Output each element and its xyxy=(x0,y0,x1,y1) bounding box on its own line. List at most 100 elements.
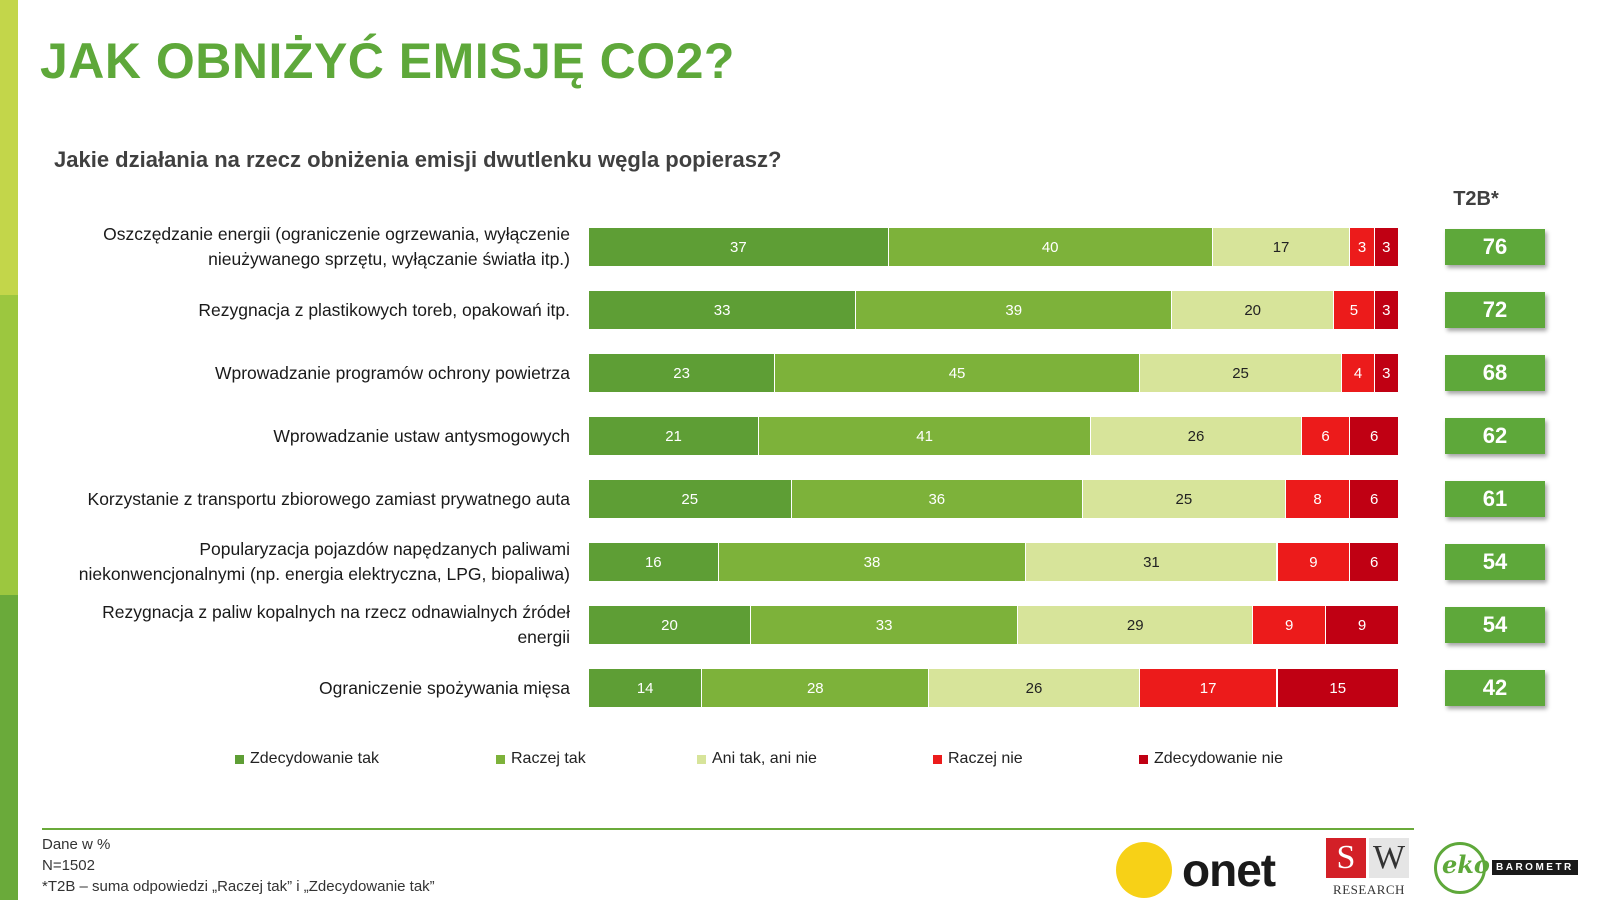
category-label: Wprowadzanie ustaw antysmogowych xyxy=(40,424,570,449)
bar-row: 14 28 26 17 15 xyxy=(589,669,1399,707)
data-label: 33 xyxy=(875,616,893,634)
data-label: 33 xyxy=(713,301,731,319)
category-label-line: Oszczędzanie energii (ograniczenie ogrze… xyxy=(103,224,570,244)
chart-legend: Zdecydowanie tak Raczej tak Ani tak, ani n… xyxy=(0,750,1600,772)
bar-segment: 41 xyxy=(759,417,1092,455)
t2b-value: 54 xyxy=(1445,607,1545,643)
bar-segment: 16 xyxy=(589,543,719,581)
category-label-line: energii xyxy=(517,627,570,647)
legend-label: Zdecydowanie nie xyxy=(1154,750,1283,767)
bar-segment: 39 xyxy=(856,291,1173,329)
category-label-line: Rezygnacja z plastikowych toreb, opakowa… xyxy=(198,299,570,320)
bar-segment: 17 xyxy=(1212,228,1351,266)
data-label: 16 xyxy=(644,553,662,571)
data-label: 39 xyxy=(1005,301,1023,319)
category-label: Rezygnacja z paliw kopalnych na rzecz od… xyxy=(40,600,570,650)
side-stripe xyxy=(0,0,18,900)
category-label-line: Korzystanie z transportu zbiorowego zami… xyxy=(87,488,570,509)
onet-dot-icon xyxy=(1116,842,1172,898)
data-label: 25 xyxy=(1232,364,1249,382)
legend-swatch xyxy=(1139,754,1148,764)
legend-item: Zdecydowanie tak xyxy=(235,750,379,768)
data-label: 4 xyxy=(1353,364,1363,382)
data-label: 6 xyxy=(1370,490,1379,508)
data-label: 26 xyxy=(1025,679,1043,697)
bar-segment: 6 xyxy=(1350,417,1399,455)
bar-segment: 3 xyxy=(1374,228,1399,266)
bar-segment: 23 xyxy=(589,354,776,392)
t2b-header: T2B* xyxy=(1453,188,1499,210)
category-label-line: Ograniczenie spożywania mięsa xyxy=(319,677,570,698)
data-label: 9 xyxy=(1284,616,1294,634)
barometr-wordmark: BAROMETR xyxy=(1492,860,1578,875)
onet-logo: onet xyxy=(1116,842,1276,898)
data-label: 40 xyxy=(1041,238,1059,256)
data-label: 8 xyxy=(1313,490,1322,508)
category-label-line: Popularyzacja pojazdów napędzanych paliw… xyxy=(199,539,570,559)
bar-segment: 14 xyxy=(589,669,703,707)
ekobarometr-logo: eko BAROMETR xyxy=(1434,840,1594,896)
bar-segment: 26 xyxy=(929,669,1140,707)
t2b-definition-note: *T2B – suma odpowiedzi „Raczej tak” i „Z… xyxy=(42,878,435,895)
side-stripe-bottom xyxy=(0,595,18,900)
bar-segment: 26 xyxy=(1091,417,1302,455)
sample-size-note: N=1502 xyxy=(42,857,95,874)
data-label: 9 xyxy=(1357,616,1367,634)
data-label: 26 xyxy=(1187,427,1205,445)
data-label: 3 xyxy=(1357,238,1367,256)
t2b-value: 61 xyxy=(1445,481,1545,517)
category-label-line: Wprowadzanie programów ochrony powietrza xyxy=(214,362,570,383)
bar-segment: 25 xyxy=(1139,354,1343,392)
legend-label: Raczej nie xyxy=(948,750,1023,767)
page-title: JAK OBNIŻYĆ EMISJĘ CO2? xyxy=(40,33,735,89)
bar-segment: 20 xyxy=(589,606,751,644)
data-label: 15 xyxy=(1329,679,1347,697)
t2b-value: 72 xyxy=(1445,292,1545,328)
bar-segment: 3 xyxy=(1374,354,1399,392)
bar-segment: 9 xyxy=(1326,606,1399,644)
category-label: Wprowadzanie programów ochrony powietrza xyxy=(40,361,570,386)
bar-segment: 33 xyxy=(751,606,1019,644)
data-label: 23 xyxy=(673,364,690,382)
data-label: 37 xyxy=(730,238,747,256)
data-label: 36 xyxy=(928,490,946,508)
bar-row: 20 33 29 9 9 xyxy=(589,606,1399,644)
category-label-line: niekonwencjonalnymi (np. energia elektry… xyxy=(78,564,570,584)
legend-item: Raczej tak xyxy=(496,750,586,768)
category-label: Ograniczenie spożywania mięsa xyxy=(40,676,570,701)
bar-segment: 25 xyxy=(1083,480,1286,518)
bar-row: 21 41 26 6 6 xyxy=(589,417,1399,455)
sw-research-logo: S W RESEARCH xyxy=(1326,838,1412,900)
side-stripe-top xyxy=(0,0,18,295)
category-label: Popularyzacja pojazdów napędzanych paliw… xyxy=(40,537,570,587)
legend-label: Raczej tak xyxy=(511,750,586,767)
bar-segment: 21 xyxy=(589,417,760,455)
onet-wordmark: onet xyxy=(1182,844,1276,896)
data-label: 41 xyxy=(916,427,933,445)
category-label-line: Wprowadzanie ustaw antysmogowych xyxy=(273,425,570,446)
category-label: Korzystanie z transportu zbiorowego zami… xyxy=(40,487,570,512)
data-label: 3 xyxy=(1382,364,1391,382)
bar-row: 25 36 25 8 6 xyxy=(589,480,1399,518)
data-label: 25 xyxy=(681,490,699,508)
t2b-value: 68 xyxy=(1445,355,1545,391)
bar-segment: 6 xyxy=(1301,417,1351,455)
bar-segment: 20 xyxy=(1172,291,1335,329)
data-label: 38 xyxy=(863,553,881,571)
data-unit-note: Dane w % xyxy=(42,836,111,853)
legend-swatch xyxy=(933,754,942,764)
bar-segment: 15 xyxy=(1277,669,1399,707)
bar-segment: 8 xyxy=(1285,480,1351,518)
data-label: 21 xyxy=(665,427,682,445)
data-label: 9 xyxy=(1309,553,1318,571)
bar-row: 37 40 17 3 3 xyxy=(589,228,1399,266)
legend-swatch xyxy=(496,754,505,764)
bar-segment: 17 xyxy=(1139,669,1278,707)
data-label: 25 xyxy=(1175,490,1193,508)
eko-wordmark: eko xyxy=(1442,850,1490,879)
bar-segment: 6 xyxy=(1350,543,1399,581)
bar-segment: 38 xyxy=(718,543,1027,581)
bar-segment: 9 xyxy=(1277,543,1351,581)
data-label: 29 xyxy=(1126,616,1144,634)
t2b-value: 54 xyxy=(1445,544,1545,580)
